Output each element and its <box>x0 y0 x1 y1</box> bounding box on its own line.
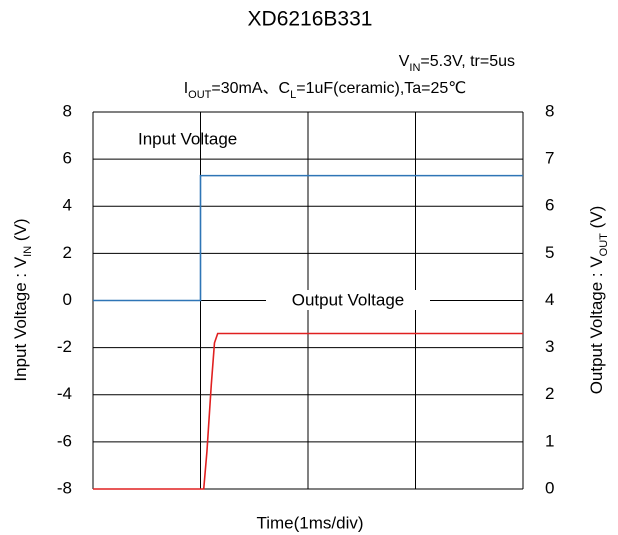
subtitle: IOUT=30mA、CL=1uF(ceramic),Ta=25℃ <box>184 80 467 101</box>
subtitle-part: IN <box>409 62 420 74</box>
y2-axis-label: Output Voltage : VOUT (V) <box>587 206 609 395</box>
y-tick-label: -2 <box>57 337 72 356</box>
subtitle-part: =5.3V, tr=5us <box>420 53 515 70</box>
series-label: Output Voltage <box>292 290 404 309</box>
y-tick-label: 4 <box>63 196 72 215</box>
y-tick-label: 6 <box>63 149 72 168</box>
y-axis-label-part: (V) <box>11 218 30 245</box>
y2-tick-label: 4 <box>545 290 554 309</box>
y2-tick-label: 2 <box>545 384 554 403</box>
y-tick-label: 0 <box>63 290 72 309</box>
y2-tick-label: 8 <box>545 101 554 120</box>
series-line <box>93 332 523 490</box>
y2-tick-label: 7 <box>545 149 554 168</box>
y-tick-label: -8 <box>57 478 72 497</box>
subtitle-part: I <box>184 80 188 97</box>
subtitle-part: =30mA、C <box>211 80 290 97</box>
y2-tick-label: 1 <box>545 431 554 450</box>
y-axis-label-part: IN <box>22 246 34 257</box>
chart-title: XD6216B331 <box>248 8 373 31</box>
y-axis-label: Input Voltage : VIN (V) <box>11 218 33 381</box>
x-axis-label: Time(1ms/div) <box>256 513 363 532</box>
y2-axis-label-part: (V) <box>587 206 606 233</box>
subtitle-part: =1uF(ceramic),Ta=25℃ <box>296 80 466 97</box>
y-axis-label-part: Input Voltage : V <box>11 256 30 381</box>
y-tick-label: -4 <box>57 384 72 403</box>
y-tick-label: 8 <box>63 101 72 120</box>
y2-tick-label: 3 <box>545 337 554 356</box>
y2-tick-label: 5 <box>545 243 554 262</box>
y-tick-label: 2 <box>63 243 72 262</box>
subtitle-part: L <box>290 89 296 101</box>
y2-axis-label-part: Output Voltage : V <box>587 256 606 395</box>
y-tick-label: -6 <box>57 431 72 450</box>
y2-axis-label-part: OUT <box>598 233 610 257</box>
y2-tick-label: 0 <box>545 478 554 497</box>
subtitle: VIN=5.3V, tr=5us <box>399 53 515 74</box>
annotation-background <box>266 290 430 310</box>
y2-tick-label: 6 <box>545 196 554 215</box>
series-label: Input Voltage <box>138 129 237 148</box>
subtitle-part: OUT <box>188 89 212 101</box>
subtitle-part: V <box>399 53 410 70</box>
series-line <box>93 174 523 302</box>
